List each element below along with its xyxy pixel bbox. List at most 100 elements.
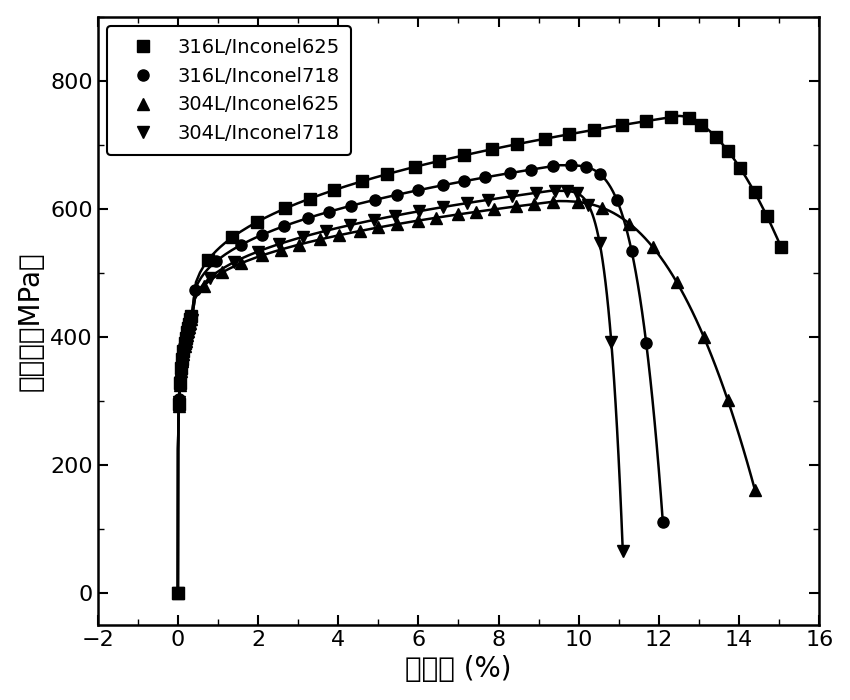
316L/Inconel625 [182, 328, 192, 336]
304L/Inconel718 [178, 351, 189, 359]
316L/Inconel625 [487, 145, 497, 153]
316L/Inconel625 [176, 364, 186, 372]
316L/Inconel625 [304, 195, 314, 203]
304L/Inconel625 [597, 204, 607, 212]
316L/Inconel718 [175, 374, 185, 382]
X-axis label: 真应变 (%): 真应变 (%) [405, 655, 512, 683]
Line: 304L/Inconel625: 304L/Inconel625 [173, 196, 761, 598]
316L/Inconel625 [696, 120, 706, 129]
304L/Inconel718 [177, 361, 187, 370]
316L/Inconel718 [612, 196, 622, 204]
316L/Inconel625 [750, 188, 760, 197]
304L/Inconel625 [413, 216, 423, 225]
316L/Inconel625 [564, 130, 575, 139]
316L/Inconel625 [184, 319, 194, 328]
304L/Inconel718 [174, 398, 184, 407]
316L/Inconel625 [280, 204, 291, 213]
304L/Inconel625 [315, 235, 326, 244]
304L/Inconel718 [550, 187, 560, 195]
316L/Inconel718 [392, 190, 402, 199]
304L/Inconel718 [252, 248, 263, 256]
304L/Inconel625 [392, 220, 402, 228]
304L/Inconel625 [218, 268, 228, 277]
304L/Inconel718 [571, 189, 581, 197]
316L/Inconel625 [174, 400, 184, 408]
304L/Inconel718 [462, 199, 472, 207]
304L/Inconel625 [275, 246, 286, 254]
304L/Inconel718 [298, 233, 308, 242]
316L/Inconel625 [178, 346, 189, 355]
316L/Inconel718 [346, 202, 356, 210]
304L/Inconel625 [235, 259, 246, 267]
304L/Inconel718 [321, 227, 332, 235]
316L/Inconel718 [325, 207, 335, 216]
304L/Inconel718 [530, 189, 541, 197]
304L/Inconel625 [180, 337, 190, 345]
316L/Inconel718 [547, 162, 558, 170]
304L/Inconel718 [175, 375, 185, 384]
304L/Inconel625 [750, 486, 760, 495]
316L/Inconel625 [382, 170, 392, 178]
316L/Inconel718 [658, 518, 668, 526]
316L/Inconel625 [512, 140, 522, 148]
304L/Inconel718 [583, 200, 593, 209]
304L/Inconel625 [182, 331, 192, 340]
316L/Inconel625 [617, 121, 627, 130]
316L/Inconel625 [588, 126, 598, 134]
304L/Inconel625 [199, 281, 209, 290]
316L/Inconel625 [185, 315, 196, 323]
304L/Inconel625 [431, 214, 441, 222]
316L/Inconel718 [279, 222, 289, 230]
316L/Inconel718 [257, 230, 267, 239]
316L/Inconel625 [540, 134, 550, 143]
304L/Inconel718 [184, 325, 194, 333]
316L/Inconel718 [235, 241, 246, 249]
304L/Inconel625 [573, 198, 583, 206]
316L/Inconel718 [303, 214, 313, 222]
316L/Inconel718 [212, 257, 222, 265]
304L/Inconel625 [176, 366, 186, 375]
304L/Inconel625 [547, 197, 558, 206]
316L/Inconel718 [190, 286, 200, 295]
304L/Inconel625 [333, 231, 343, 239]
304L/Inconel625 [174, 402, 184, 410]
316L/Inconel718 [177, 360, 187, 369]
Y-axis label: 真应力（MPa）: 真应力（MPa） [17, 251, 45, 391]
304L/Inconel718 [173, 589, 183, 597]
316L/Inconel625 [711, 132, 721, 141]
304L/Inconel625 [294, 240, 304, 248]
304L/Inconel625 [699, 333, 709, 342]
316L/Inconel718 [182, 328, 192, 336]
304L/Inconel625 [511, 202, 521, 211]
316L/Inconel625 [329, 186, 339, 195]
316L/Inconel625 [410, 162, 420, 171]
316L/Inconel718 [413, 186, 423, 195]
316L/Inconel718 [179, 341, 190, 349]
316L/Inconel625 [684, 114, 694, 122]
Legend: 316L/Inconel625, 316L/Inconel718, 304L/Inconel625, 304L/Inconel718: 316L/Inconel625, 316L/Inconel718, 304L/I… [107, 27, 351, 155]
304L/Inconel625 [722, 395, 733, 404]
316L/Inconel718 [505, 169, 515, 177]
316L/Inconel718 [183, 323, 193, 331]
304L/Inconel718 [390, 211, 400, 220]
304L/Inconel625 [471, 208, 481, 216]
316L/Inconel718 [566, 161, 576, 169]
304L/Inconel625 [624, 219, 634, 228]
304L/Inconel718 [561, 187, 571, 195]
304L/Inconel625 [178, 349, 189, 358]
304L/Inconel718 [606, 337, 616, 346]
316L/Inconel625 [252, 218, 262, 226]
316L/Inconel625 [459, 151, 469, 160]
304L/Inconel625 [672, 278, 682, 286]
304L/Inconel718 [205, 274, 215, 282]
304L/Inconel625 [373, 223, 383, 232]
316L/Inconel625 [776, 243, 786, 251]
304L/Inconel718 [179, 343, 190, 351]
304L/Inconel625 [179, 342, 190, 351]
304L/Inconel718 [185, 320, 196, 328]
304L/Inconel625 [177, 357, 187, 365]
304L/Inconel718 [183, 330, 193, 338]
316L/Inconel625 [183, 323, 193, 332]
316L/Inconel718 [174, 395, 184, 403]
304L/Inconel718 [181, 336, 191, 344]
